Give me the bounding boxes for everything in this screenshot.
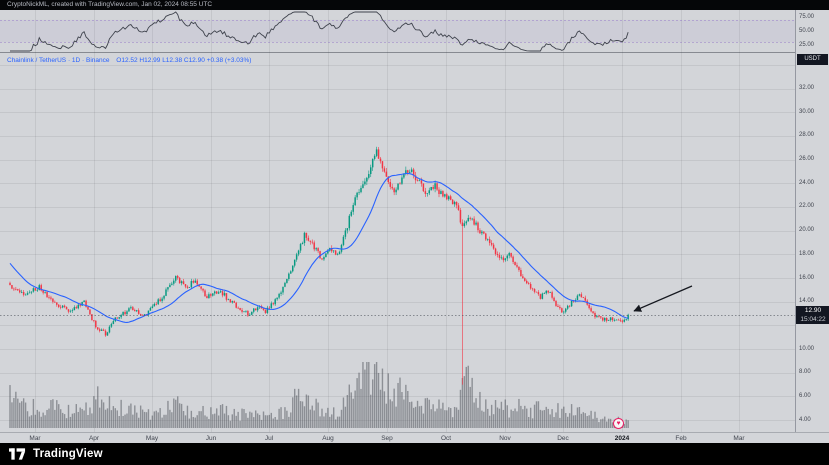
ohlc-values: O12.52 H12.99 L12.38 C12.90 +0.38 (+3.03… (116, 57, 252, 64)
time-axis-label: Jul (264, 435, 274, 442)
time-axis-label: Nov (499, 435, 511, 442)
price-axis[interactable]: USDT 12.90 15:04:22 75.00 50.00 25.00 32.00… (795, 10, 829, 432)
indicator-axis-label: 25.00 (799, 41, 815, 48)
symbol-title[interactable]: Chainlink / TetherUS · 1D · Binance (7, 57, 110, 64)
tradingview-wordmark[interactable]: TradingView (33, 448, 103, 460)
chart-area: Chainlink / TetherUS · 1D · Binance O12.… (0, 10, 829, 432)
price-axis-label: 8.00 (799, 369, 811, 376)
last-price-badge: 12.90 15:04:22 (796, 306, 829, 324)
heart-sticker[interactable]: ♥ (613, 418, 624, 429)
bar-countdown: 15:04:22 (800, 316, 826, 323)
time-axis-label: Apr (88, 435, 100, 442)
time-axis-label: Mar (29, 435, 41, 442)
attribution-text: CryptoNickML, created with TradingView.c… (7, 1, 213, 8)
indicator-axis-label: 75.00 (799, 13, 815, 20)
price-axis-label: 20.00 (799, 227, 815, 234)
price-axis-label: 32.00 (799, 85, 815, 92)
price-axis-label: 14.00 (799, 298, 815, 305)
tradingview-logo-icon[interactable] (9, 448, 26, 460)
time-axis[interactable]: Mar Apr May Jun Jul Aug Sep Oct Nov Dec 2024 Feb Mar (0, 432, 829, 443)
price-chart-canvas[interactable] (0, 10, 795, 432)
time-axis-label: Jun (205, 435, 217, 442)
time-axis-label: Aug (322, 435, 334, 442)
last-price-value: 12.90 (804, 307, 822, 314)
time-axis-label: Mar (733, 435, 745, 442)
indicator-axis-label: 50.00 (799, 27, 815, 34)
time-axis-label: Oct (440, 435, 452, 442)
time-axis-label: Dec (557, 435, 569, 442)
price-axis-label: 26.00 (799, 156, 815, 163)
heart-icon: ♥ (616, 420, 621, 427)
price-axis-label: 30.00 (799, 108, 815, 115)
time-axis-label: Feb (675, 435, 687, 442)
price-axis-label: 6.00 (799, 392, 811, 399)
price-axis-label: 4.00 (799, 416, 811, 423)
currency-badge: USDT (797, 54, 828, 65)
chart-legend: Chainlink / TetherUS · 1D · Binance O12.… (7, 57, 251, 65)
time-axis-label: Sep (381, 435, 393, 442)
price-axis-label: 24.00 (799, 179, 815, 186)
branding-bar: TradingView (0, 443, 829, 465)
price-axis-label: 18.00 (799, 250, 815, 257)
time-axis-label: 2024 (614, 435, 630, 442)
attribution-bar: CryptoNickML, created with TradingView.c… (0, 0, 829, 10)
price-axis-label: 22.00 (799, 203, 815, 210)
time-axis-label: May (145, 435, 159, 442)
price-axis-label: 10.00 (799, 345, 815, 352)
price-axis-label: 28.00 (799, 132, 815, 139)
price-axis-label: 16.00 (799, 274, 815, 281)
